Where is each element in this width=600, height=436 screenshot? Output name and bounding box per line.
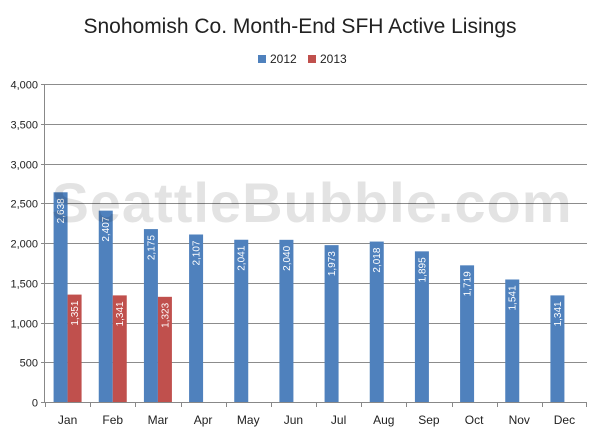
data-label-2012-Aug: 2,018 xyxy=(372,247,383,272)
data-label-2012-Dec: 1,341 xyxy=(553,301,564,326)
watermark: SeattleBubble.com xyxy=(51,171,572,234)
y-tick-label: 1,500 xyxy=(10,279,38,291)
bar-2012-Jun xyxy=(279,239,294,402)
y-tick-label: 3,500 xyxy=(10,120,38,132)
x-category-label: May xyxy=(237,413,260,427)
y-tick-label: 2,000 xyxy=(10,239,38,251)
data-label-2012-Oct: 1,719 xyxy=(463,271,474,296)
bar-2012-Aug xyxy=(369,241,384,402)
x-axis-categories: Jan Feb Mar Apr May Jun Jul Aug Sep Oct Nov Dec xyxy=(45,402,587,427)
x-category-label: Oct xyxy=(465,413,484,427)
legend-swatch-2013 xyxy=(308,55,316,63)
y-axis-ticks: 0 500 1,000 1,500 2,000 2,500 3,000 3,500 4,000 xyxy=(10,80,45,410)
x-category-label: Aug xyxy=(373,413,394,427)
x-category-label: Dec xyxy=(554,413,575,427)
data-label-2012-Nov: 1,541 xyxy=(508,285,519,310)
chart-title: Snohomish Co. Month-End SFH Active Lisin… xyxy=(83,15,516,38)
bar-2012-Dec xyxy=(550,295,565,402)
bars xyxy=(53,192,565,402)
data-labels: 2,638 1,351 2,407 1,341 2,175 1,323 2,107 2,041… xyxy=(56,198,564,328)
data-label-2013-Jan: 1,351 xyxy=(70,300,81,325)
x-category-label: Jul xyxy=(331,413,346,427)
x-category-label: Apr xyxy=(194,413,213,427)
data-label-2012-Apr: 2,107 xyxy=(192,240,203,265)
y-tick-label: 2,500 xyxy=(10,199,38,211)
bar-2012-Feb xyxy=(98,210,113,402)
bar-2012-Oct xyxy=(460,265,475,402)
gridlines xyxy=(45,84,587,363)
data-label-2012-Jan: 2,638 xyxy=(56,198,67,223)
bar-2012-May xyxy=(234,239,249,402)
x-category-label: Nov xyxy=(509,413,530,427)
data-label-2013-Mar: 1,323 xyxy=(160,302,171,327)
bar-2012-Jul xyxy=(324,245,339,402)
data-label-2012-Jul: 1,973 xyxy=(327,251,338,276)
x-category-label: Feb xyxy=(102,413,123,427)
legend-label-2013: 2013 xyxy=(320,52,347,66)
bar-2012-Jan xyxy=(53,192,68,402)
legend-swatch-2012 xyxy=(258,55,266,63)
data-label-2012-Mar: 2,175 xyxy=(146,235,157,260)
y-tick-label: 3,000 xyxy=(10,160,38,172)
data-label-2012-Jun: 2,040 xyxy=(282,245,293,270)
data-label-2013-Feb: 1,341 xyxy=(115,301,126,326)
data-label-2012-Sep: 1,895 xyxy=(417,257,428,282)
bar-2012-Nov xyxy=(505,279,520,402)
bar-2013-Feb xyxy=(112,295,127,402)
legend-label-2012: 2012 xyxy=(270,52,297,66)
data-label-2012-May: 2,041 xyxy=(237,245,248,270)
y-tick-label: 1,000 xyxy=(10,319,38,331)
legend: 2012 2013 xyxy=(258,52,347,66)
y-tick-label: 4,000 xyxy=(10,80,38,92)
x-category-label: Jan xyxy=(58,413,77,427)
x-category-label: Sep xyxy=(418,413,440,427)
bar-2012-Apr xyxy=(189,234,204,402)
bar-2012-Mar xyxy=(143,229,158,402)
bar-2013-Jan xyxy=(67,294,82,402)
data-label-2012-Feb: 2,407 xyxy=(101,216,112,241)
x-category-label: Jun xyxy=(284,413,303,427)
bar-2013-Mar xyxy=(157,296,172,402)
bar-2012-Sep xyxy=(414,251,429,402)
y-tick-label: 0 xyxy=(32,398,38,410)
y-tick-label: 500 xyxy=(20,358,38,370)
x-category-label: Mar xyxy=(148,413,169,427)
